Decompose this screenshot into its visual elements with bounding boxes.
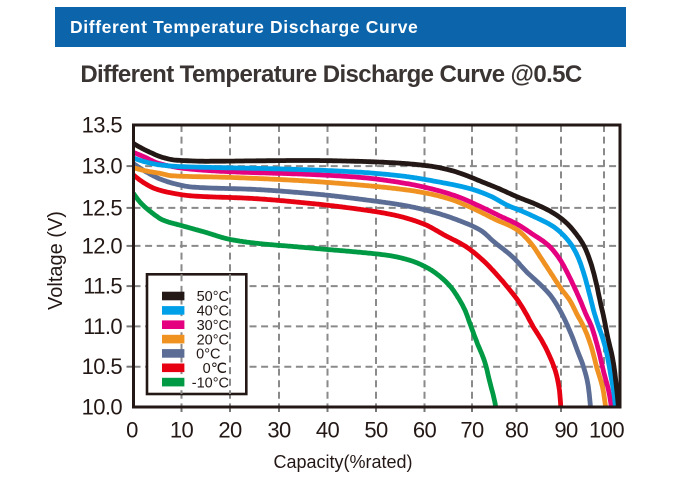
svg-text:13.5: 13.5 bbox=[82, 113, 123, 138]
svg-text:50: 50 bbox=[364, 418, 388, 443]
svg-text:11.0: 11.0 bbox=[83, 314, 122, 339]
svg-text:10.0: 10.0 bbox=[82, 395, 123, 420]
svg-text:70: 70 bbox=[460, 418, 484, 443]
svg-text:0°C: 0°C bbox=[196, 347, 220, 363]
svg-text:12.5: 12.5 bbox=[82, 195, 123, 220]
svg-text:10.5: 10.5 bbox=[82, 354, 123, 379]
svg-text:60: 60 bbox=[413, 418, 437, 443]
svg-text:0℃: 0℃ bbox=[203, 361, 227, 377]
svg-text:0: 0 bbox=[126, 418, 138, 443]
svg-text:90: 90 bbox=[554, 418, 578, 443]
svg-text:30°C: 30°C bbox=[197, 318, 229, 334]
svg-text:13.0: 13.0 bbox=[82, 154, 123, 179]
svg-text:-10°C: -10°C bbox=[192, 375, 229, 391]
svg-text:80: 80 bbox=[505, 418, 529, 443]
svg-text:40°C: 40°C bbox=[197, 304, 229, 320]
svg-text:11.5: 11.5 bbox=[83, 274, 122, 299]
svg-text:50°C: 50°C bbox=[197, 289, 229, 305]
svg-text:30: 30 bbox=[267, 418, 291, 443]
svg-text:10: 10 bbox=[170, 418, 194, 443]
svg-text:Capacity(%rated): Capacity(%rated) bbox=[273, 452, 412, 472]
svg-text:20°C: 20°C bbox=[197, 332, 229, 348]
svg-text:Voltage (V): Voltage (V) bbox=[45, 211, 67, 310]
svg-text:40: 40 bbox=[316, 418, 340, 443]
svg-text:20: 20 bbox=[218, 418, 242, 443]
svg-text:100: 100 bbox=[589, 418, 624, 443]
svg-text:12.0: 12.0 bbox=[82, 233, 123, 258]
